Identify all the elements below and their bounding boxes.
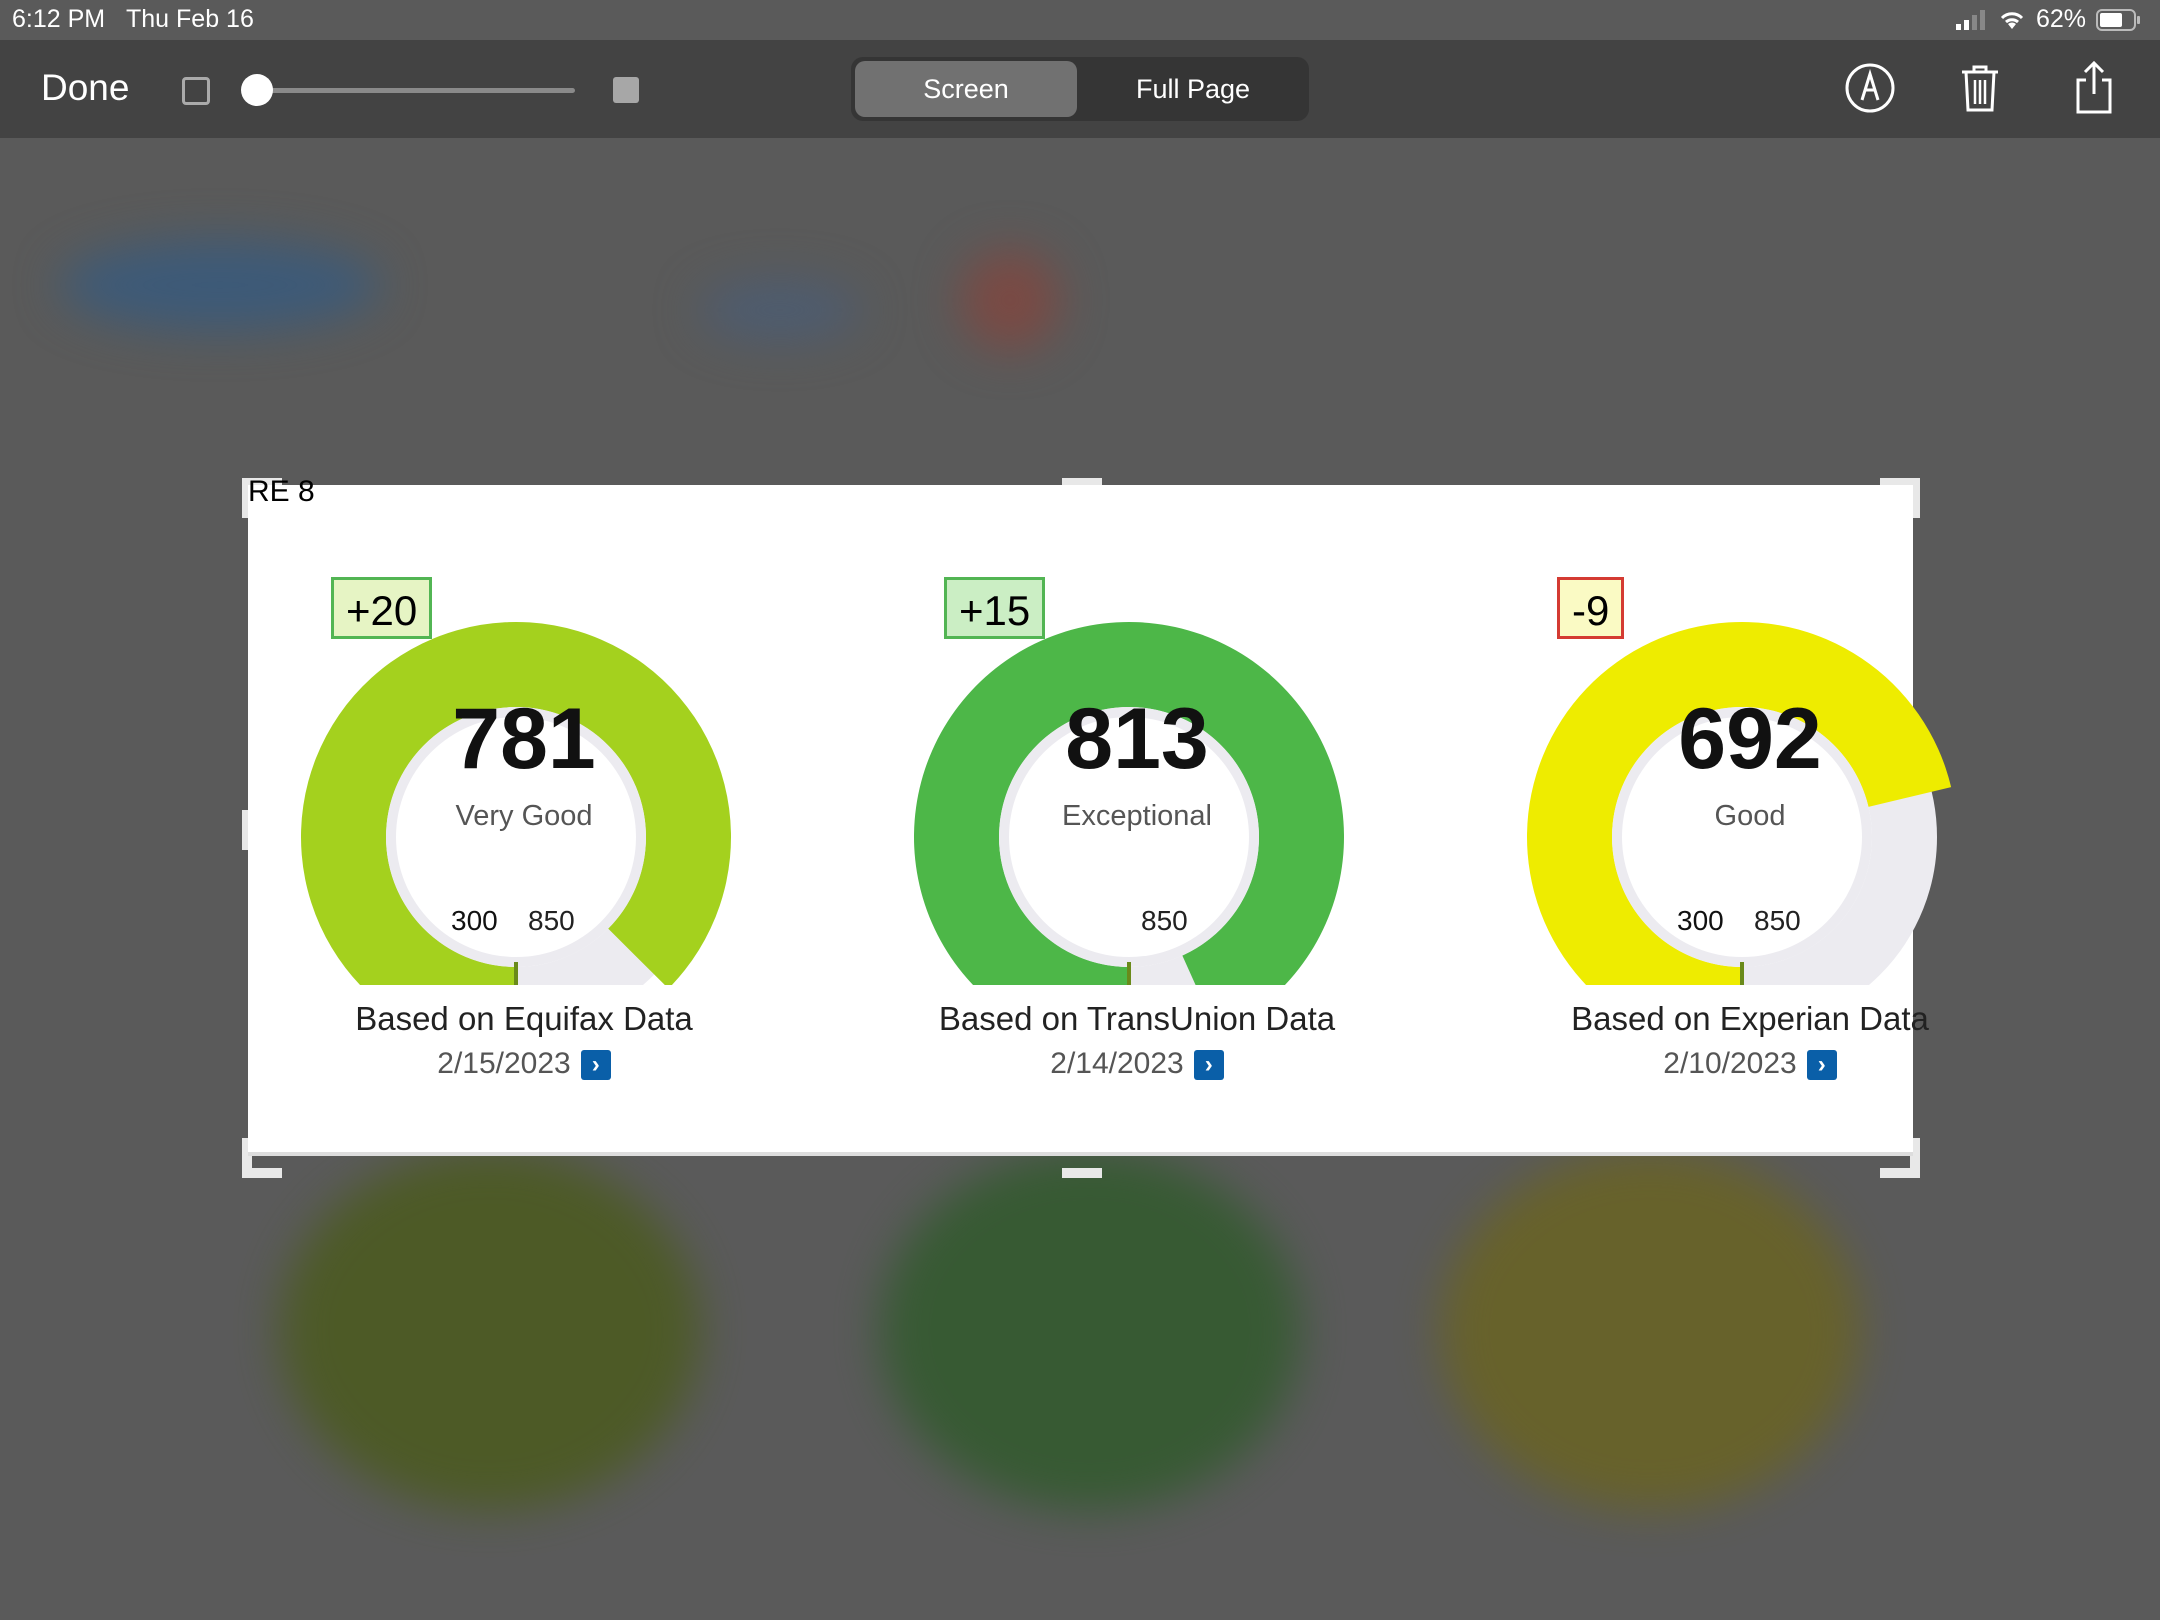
battery-icon	[2096, 8, 2140, 31]
opacity-max-icon	[613, 77, 639, 103]
gauge-arc	[1527, 622, 1952, 985]
battery-percent: 62%	[2035, 5, 2086, 33]
opacity-slider[interactable]	[257, 88, 575, 93]
score-max: 850	[1141, 905, 1188, 936]
crop-area: +20 781 Very Good 300 850 Based on Equif…	[248, 485, 1952, 1156]
status-date: Thu Feb 16	[126, 5, 254, 33]
report-date-text: 2/14/2023	[1050, 1047, 1184, 1080]
score-change-badge: +20	[331, 577, 433, 639]
score-gauge	[1527, 622, 1952, 985]
score-max: 850	[1754, 905, 1801, 936]
score-min: 300	[1677, 905, 1724, 936]
score-value: 781	[452, 691, 596, 787]
screenshot-toolbar: Done Screen Full Page	[0, 40, 2160, 138]
chevron-right-icon[interactable]: ›	[580, 1050, 611, 1081]
data-source-label: Based on Experian Data	[1571, 1000, 1929, 1037]
score-gauge	[914, 622, 1344, 985]
chevron-right-icon[interactable]: ›	[1806, 1050, 1837, 1081]
crop-handle-top-right[interactable]	[1880, 478, 1920, 488]
markup-pen-icon[interactable]	[1840, 58, 1900, 118]
report-date: 2/15/2023 ›	[264, 1047, 784, 1081]
crop-handle-top-right-vertical[interactable]	[1910, 478, 1920, 518]
status-time: 6:12 PM	[12, 5, 106, 33]
crop-handle-bottom-right-vertical[interactable]	[1910, 1138, 1920, 1178]
cellular-signal-icon	[1955, 9, 1985, 30]
data-source-label: Based on TransUnion Data	[938, 1000, 1336, 1037]
opacity-min-icon	[182, 77, 210, 105]
score-min: 300	[451, 905, 498, 936]
score-change-badge: +15	[944, 577, 1046, 639]
gauge-center	[1622, 717, 1862, 957]
gauge-center	[396, 717, 636, 957]
segment-full-page[interactable]: Full Page	[1135, 74, 1251, 104]
gauge-arc	[301, 622, 731, 985]
credit-score-card-transunion: +15 813 Exceptional 300 850 Based on Tra…	[861, 545, 1381, 1105]
crop-handle-bottom-right[interactable]	[1880, 1168, 1920, 1178]
crop-handle-top-middle[interactable]	[1062, 478, 1102, 488]
status-bar: 6:12 PM Thu Feb 16 62%	[0, 0, 2160, 40]
crop-handle-bottom-middle[interactable]	[1062, 1168, 1102, 1178]
crop-handle-top-left[interactable]	[242, 478, 282, 488]
done-button[interactable]: Done	[41, 67, 130, 108]
score-max: 850	[528, 905, 575, 936]
report-date-text: 2/10/2023	[1663, 1047, 1797, 1080]
report-date: 2/10/2023 ›	[1490, 1047, 2010, 1081]
segment-screen[interactable]: Screen	[855, 61, 1077, 117]
score-value: 813	[1065, 691, 1209, 787]
crop-handle-left-middle[interactable]	[242, 810, 252, 850]
crop-handle-top-left-vertical[interactable]	[242, 478, 252, 518]
trash-icon[interactable]	[1950, 58, 2010, 118]
score-min: 300	[1064, 905, 1111, 936]
data-source-label: Based on Equifax Data	[355, 1000, 693, 1037]
gauge-center	[1009, 717, 1249, 957]
crop-label: RE 8	[248, 475, 315, 508]
report-date: 2/14/2023 ›	[877, 1047, 1397, 1081]
crop-handle-bottom-left-vertical[interactable]	[242, 1138, 252, 1178]
score-value: 692	[1678, 691, 1822, 787]
share-icon[interactable]	[2064, 58, 2124, 118]
score-rating: Good	[1714, 800, 1786, 832]
gauge-arc	[914, 622, 1344, 985]
credit-score-card-experian: -9 692 Good 300 850 Based on Experian Da…	[1474, 545, 1994, 1105]
wifi-icon	[2000, 11, 2024, 29]
crop-handle-bottom-left[interactable]	[242, 1168, 282, 1178]
score-rating: Exceptional	[1062, 800, 1212, 832]
score-gauge	[301, 622, 731, 985]
opacity-slider-knob[interactable]	[241, 74, 273, 106]
report-date-text: 2/15/2023	[437, 1047, 571, 1080]
score-rating: Very Good	[455, 800, 593, 832]
chevron-right-icon[interactable]: ›	[1193, 1050, 1224, 1081]
score-change-badge: -9	[1557, 577, 1625, 639]
credit-score-card-equifax: +20 781 Very Good 300 850 Based on Equif…	[248, 545, 768, 1105]
capture-mode-segmented-control: Screen Full Page	[851, 57, 1309, 121]
